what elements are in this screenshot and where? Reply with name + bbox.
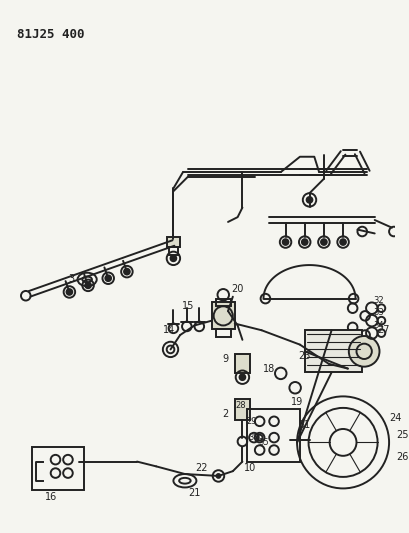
Bar <box>235 354 250 374</box>
Bar <box>169 247 178 255</box>
Text: 18: 18 <box>263 364 275 374</box>
Text: 30: 30 <box>249 433 259 442</box>
Circle shape <box>124 269 130 274</box>
Circle shape <box>171 255 176 261</box>
Bar <box>305 330 362 373</box>
Bar <box>216 329 231 337</box>
Circle shape <box>106 276 111 281</box>
Circle shape <box>283 239 288 245</box>
Text: 24: 24 <box>390 414 402 423</box>
Text: 19: 19 <box>291 397 303 407</box>
Text: 26: 26 <box>396 452 409 462</box>
Text: 16: 16 <box>45 492 57 502</box>
Text: 28: 28 <box>235 401 246 410</box>
Bar <box>216 298 231 306</box>
Bar <box>212 302 235 329</box>
Text: 20: 20 <box>231 284 244 294</box>
Text: 22: 22 <box>195 463 207 473</box>
Text: 21: 21 <box>188 488 201 498</box>
Text: 25: 25 <box>396 430 409 440</box>
Text: 2: 2 <box>222 409 228 418</box>
Circle shape <box>307 197 312 203</box>
Circle shape <box>85 282 91 288</box>
Circle shape <box>216 474 220 478</box>
Text: 15: 15 <box>182 301 194 311</box>
Text: 32: 32 <box>373 296 384 305</box>
Text: 3: 3 <box>69 274 75 285</box>
Text: 31: 31 <box>299 420 311 430</box>
Circle shape <box>349 336 380 367</box>
Bar <box>235 399 250 421</box>
Text: 14: 14 <box>162 325 175 335</box>
Bar <box>31 447 84 490</box>
Text: 81J25 400: 81J25 400 <box>17 28 85 41</box>
Text: 33: 33 <box>373 309 384 318</box>
Text: 9: 9 <box>222 354 228 364</box>
Circle shape <box>340 239 346 245</box>
Circle shape <box>321 239 327 245</box>
Text: 29: 29 <box>247 417 257 426</box>
Circle shape <box>302 239 308 245</box>
Text: 10: 10 <box>244 463 256 473</box>
Text: 34: 34 <box>373 321 384 330</box>
Bar <box>247 409 300 462</box>
Bar <box>167 237 180 247</box>
Text: 35: 35 <box>258 438 269 447</box>
Text: 27: 27 <box>377 325 390 335</box>
Circle shape <box>240 374 245 380</box>
Circle shape <box>67 289 72 295</box>
Text: 23: 23 <box>299 351 311 361</box>
